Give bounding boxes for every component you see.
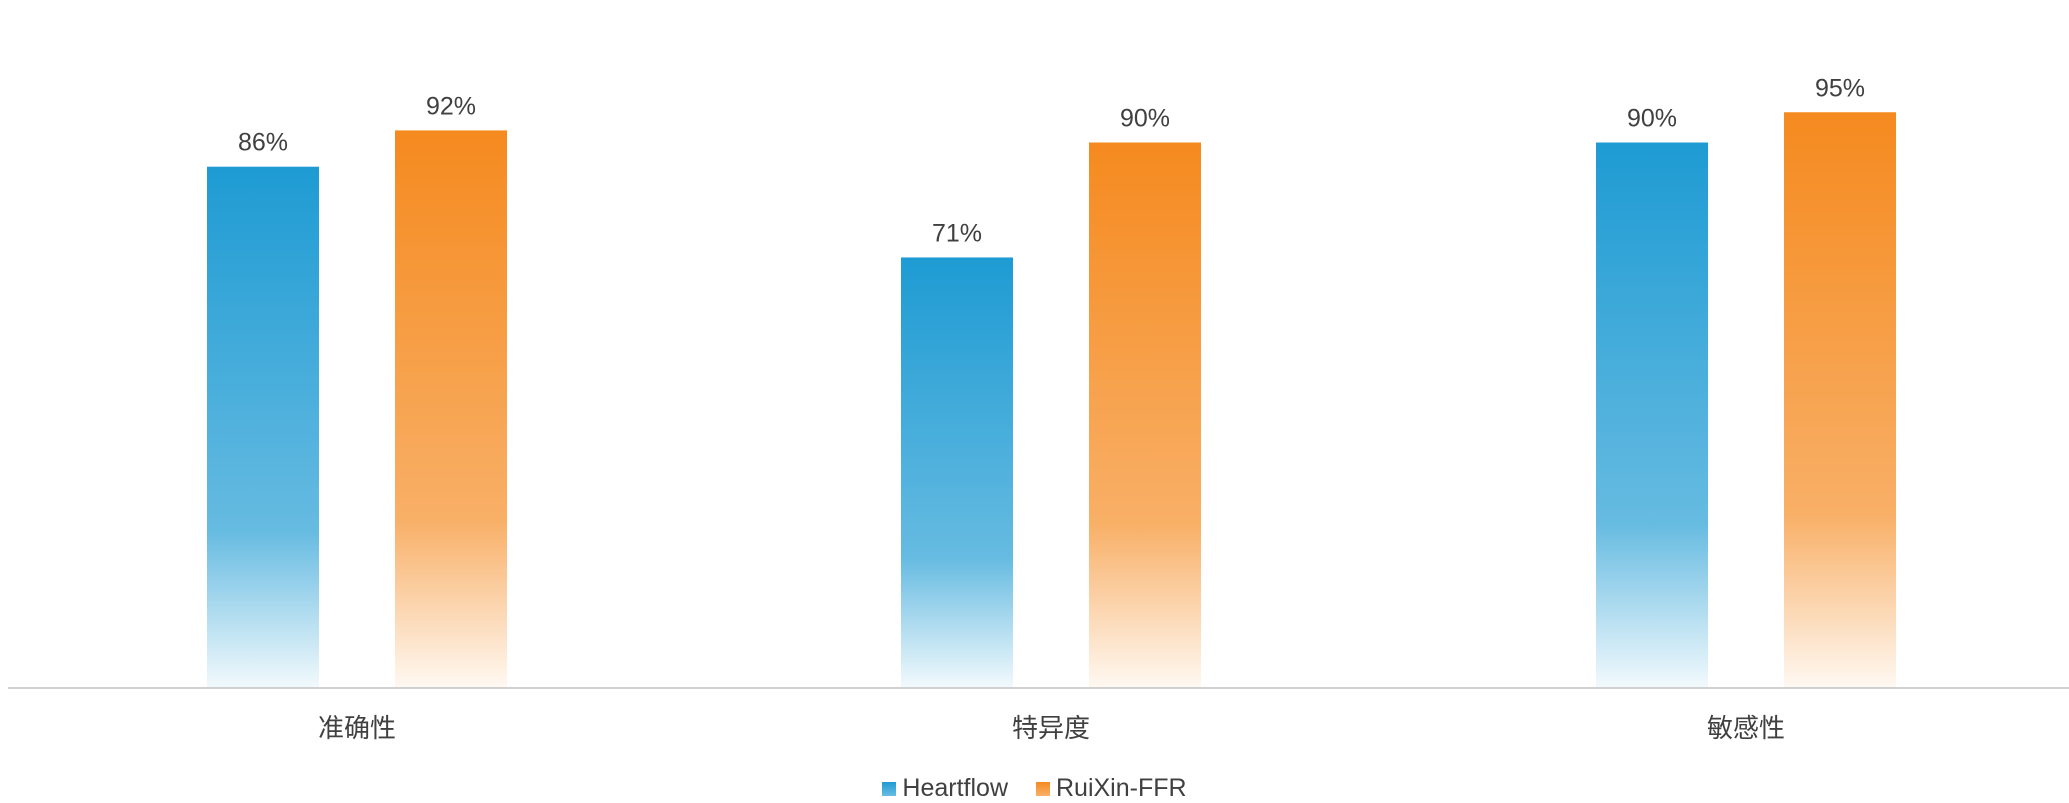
x-tick-label-accuracy: 准确性 <box>318 713 396 743</box>
legend-swatch-ruixin-ffr <box>1036 781 1050 796</box>
data-label-heartflow-accuracy: 86% <box>238 129 288 157</box>
bar-heartflow-accuracy <box>207 166 319 687</box>
data-label-ruixin-ffr-specificity: 90% <box>1120 105 1170 133</box>
data-label-ruixin-ffr-accuracy: 92% <box>426 92 476 120</box>
bar-chart: 86% 92% 71% 90% 90% 95% 准确性 特异度 敏感性 <box>8 74 2069 743</box>
bar-heartflow-specificity <box>901 257 1013 687</box>
bar-ruixin-ffr-accuracy <box>395 130 507 687</box>
data-label-heartflow-sensitivity: 90% <box>1627 105 1677 133</box>
bar-ruixin-ffr-sensitivity <box>1784 112 1896 687</box>
data-labels-layer: 86% 92% 71% 90% 90% 95% <box>238 74 1865 247</box>
legend-item-heartflow: Heartflow <box>882 774 1008 803</box>
legend-label-ruixin-ffr: RuiXin-FFR <box>1056 774 1187 802</box>
x-tick-label-specificity: 特异度 <box>1012 713 1090 743</box>
bars-layer <box>207 112 1896 687</box>
bar-heartflow-sensitivity <box>1596 142 1708 687</box>
x-axis: 准确性 特异度 敏感性 <box>8 687 2069 743</box>
legend-item-ruixin-ffr: RuiXin-FFR <box>1036 774 1187 803</box>
legend-label-heartflow: Heartflow <box>902 774 1008 802</box>
legend: Heartflow RuiXin-FFR <box>0 774 2069 803</box>
x-tick-label-sensitivity: 敏感性 <box>1707 713 1785 743</box>
data-label-ruixin-ffr-sensitivity: 95% <box>1815 74 1865 102</box>
legend-swatch-heartflow <box>882 781 897 796</box>
data-label-heartflow-specificity: 71% <box>932 219 982 247</box>
bar-ruixin-ffr-specificity <box>1089 142 1201 687</box>
